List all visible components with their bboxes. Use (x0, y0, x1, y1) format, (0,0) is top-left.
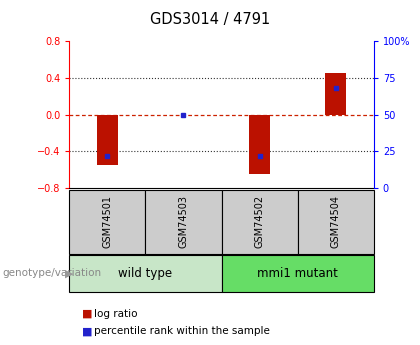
Text: GSM74503: GSM74503 (178, 195, 189, 248)
Text: wild type: wild type (118, 267, 173, 280)
Bar (97, 115, 118, 165)
Bar (69, 190, 145, 254)
Text: percentile rank within the sample: percentile rank within the sample (94, 326, 270, 336)
Bar (69, 255, 222, 292)
Bar (249, 115, 270, 174)
Text: log ratio: log ratio (94, 309, 138, 319)
Bar (145, 190, 222, 254)
Text: GSM74501: GSM74501 (102, 195, 113, 248)
Text: GDS3014 / 4791: GDS3014 / 4791 (150, 12, 270, 27)
Text: ■: ■ (82, 309, 92, 319)
Text: ▶: ▶ (65, 268, 73, 278)
Text: ■: ■ (82, 326, 92, 336)
Text: GSM74502: GSM74502 (255, 195, 265, 248)
Bar (325, 73, 346, 115)
Bar (298, 190, 374, 254)
Text: GSM74504: GSM74504 (331, 195, 341, 248)
Bar (222, 190, 298, 254)
Bar (222, 255, 374, 292)
Text: mmi1 mutant: mmi1 mutant (257, 267, 338, 280)
Text: genotype/variation: genotype/variation (2, 268, 101, 278)
